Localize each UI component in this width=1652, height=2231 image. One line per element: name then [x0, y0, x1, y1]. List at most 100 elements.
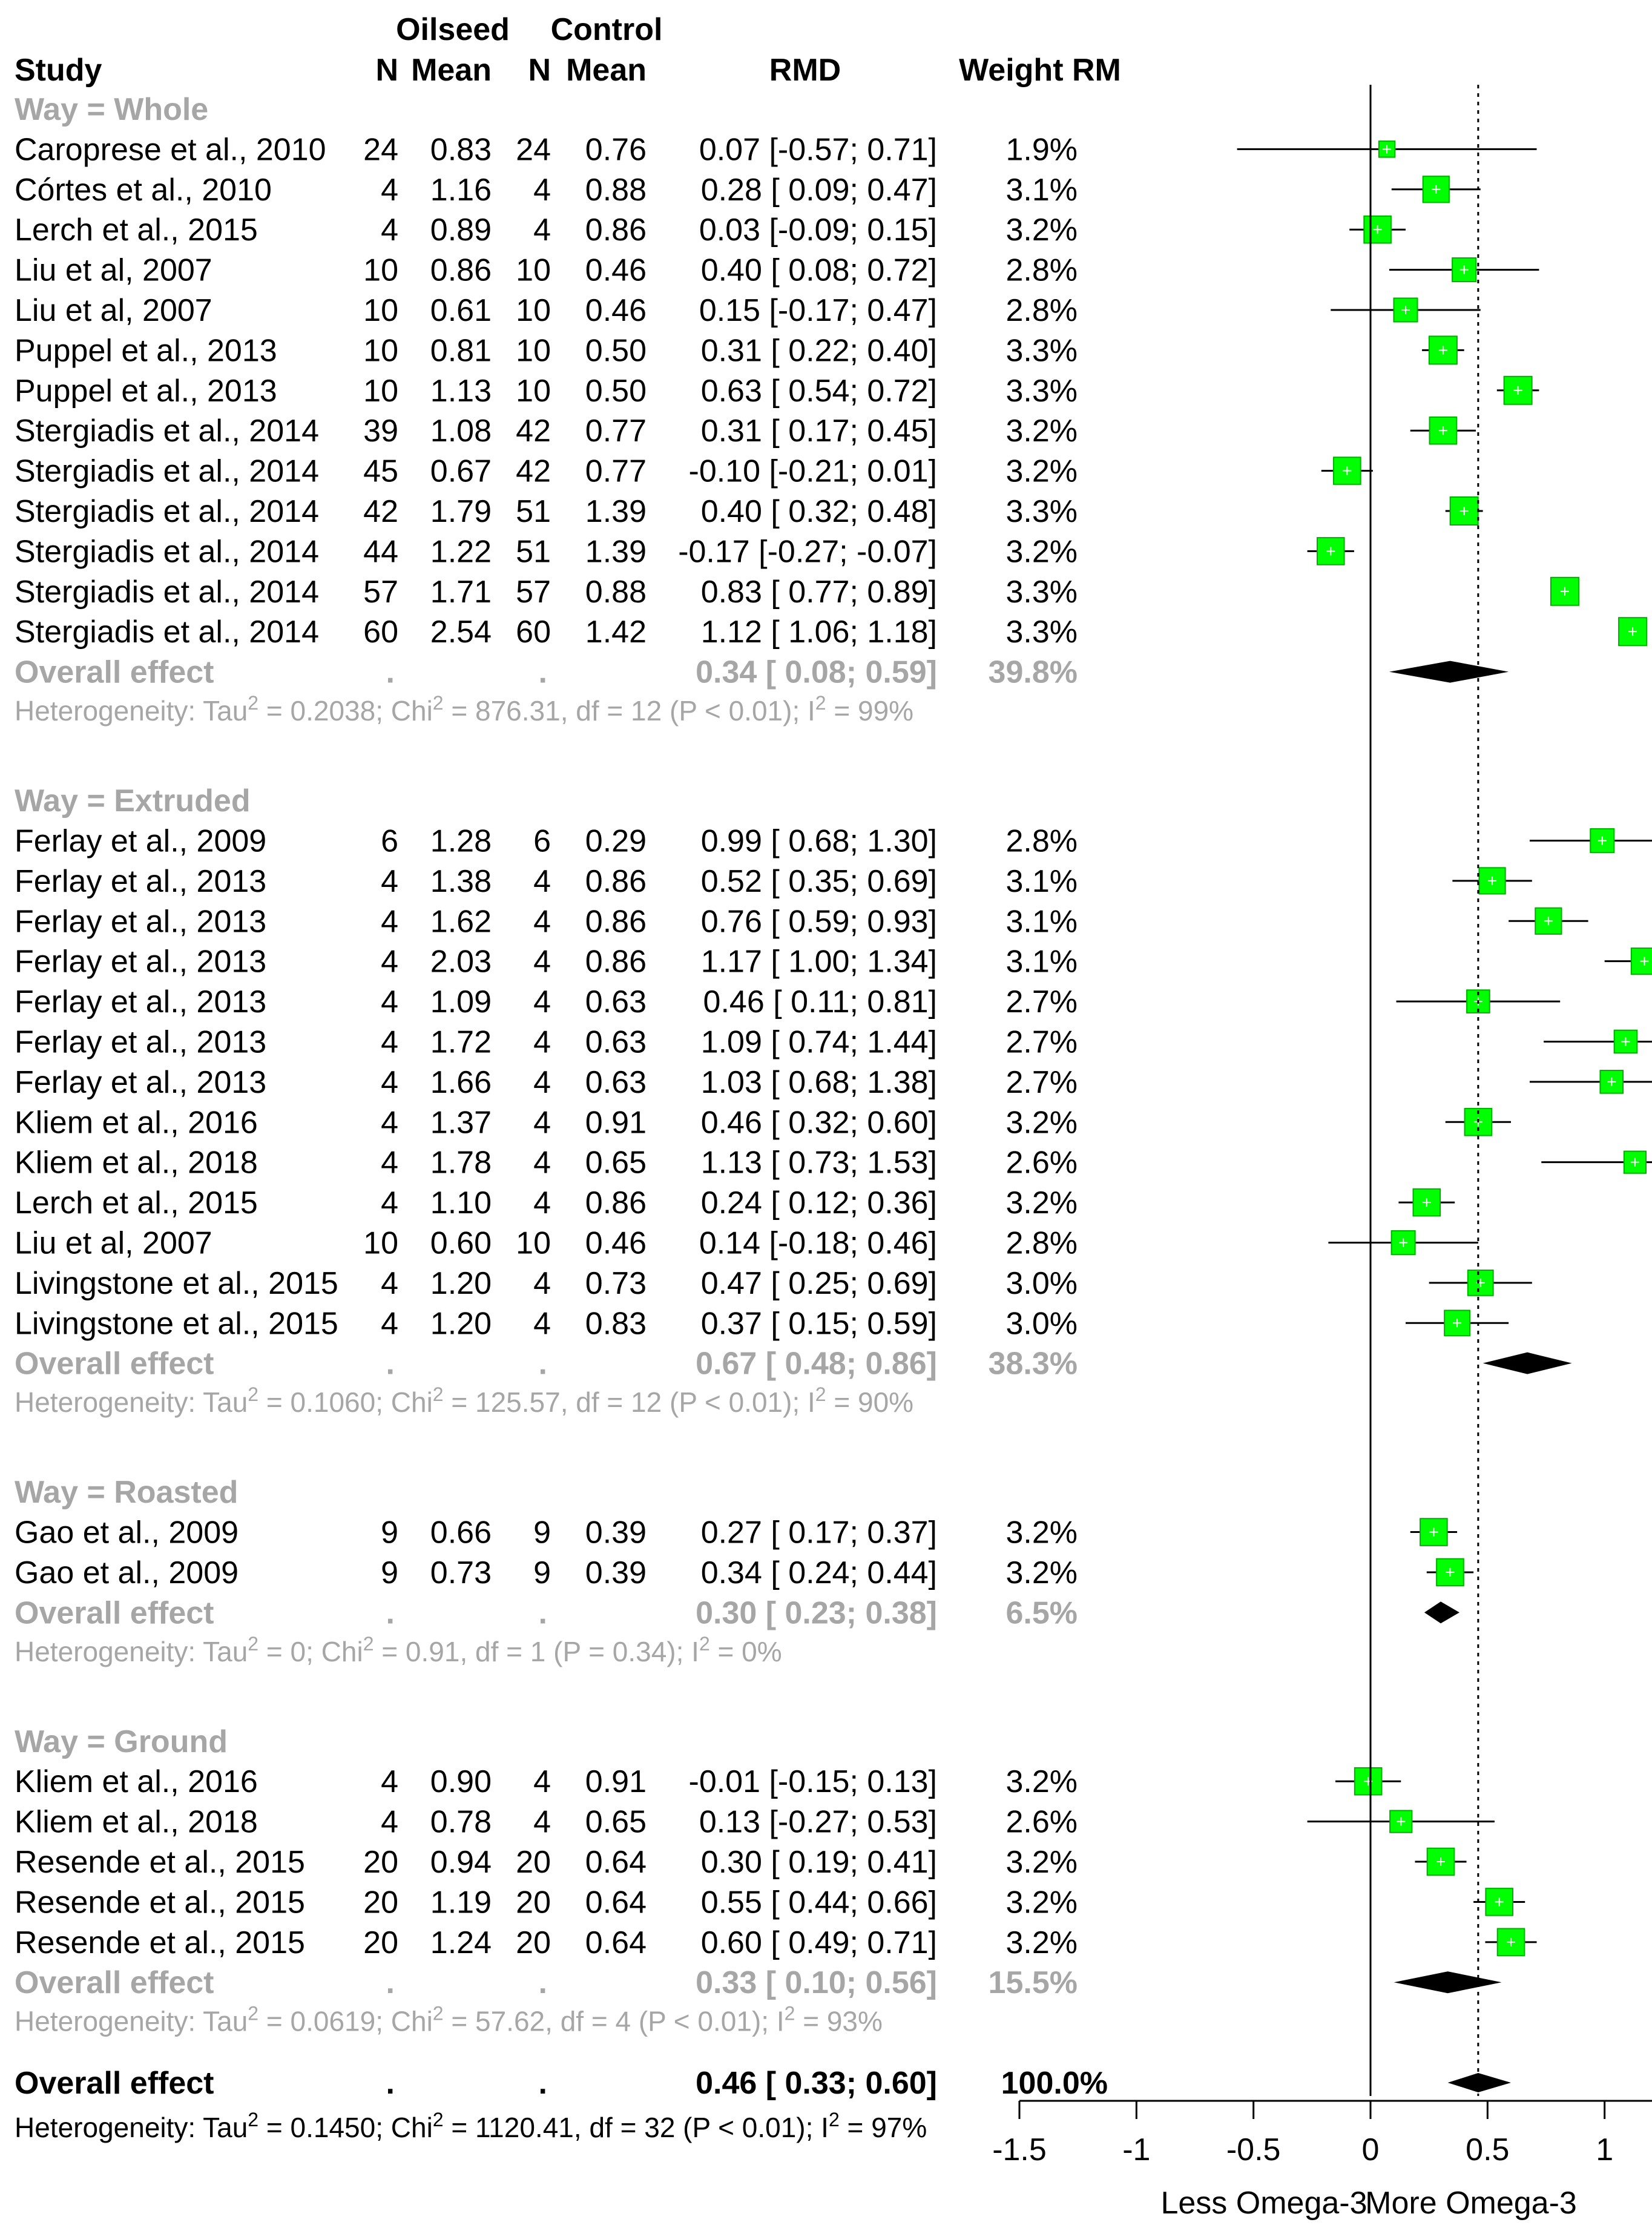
study-effect-ci: 0.46 [ 0.11; 0.81]	[703, 984, 937, 1020]
x-label-less: Less Omega-3	[1160, 2186, 1367, 2221]
study-name: Ferlay et al., 2013	[15, 944, 266, 980]
study-n1: 20	[363, 1845, 398, 1880]
overall-effect-label: Overall effect	[15, 2066, 214, 2101]
het-i2: = 0%	[710, 1636, 782, 1667]
study-n1: 44	[363, 534, 398, 569]
study-mean2: 0.39	[585, 1515, 647, 1550]
het-tau2: = 0.0619; Chi	[258, 2006, 433, 2037]
study-weight: 3.1%	[1005, 904, 1078, 939]
study-name: Ferlay et al., 2013	[15, 984, 266, 1020]
subgroup-diamond	[1394, 1971, 1502, 1994]
subgroup-diamond	[1389, 661, 1509, 683]
study-weight: 2.8%	[1005, 1225, 1078, 1260]
study-n2: 10	[516, 253, 551, 288]
study-n2: 4	[533, 1764, 551, 1799]
study-n1: 4	[381, 1306, 398, 1341]
study-mean2: 0.64	[585, 1885, 647, 1920]
study-n1: 45	[363, 454, 398, 489]
subgroup-label: Way = Ground	[15, 1724, 228, 1759]
het-prefix: Heterogeneity: Tau	[15, 1386, 248, 1418]
study-box	[1623, 1150, 1647, 1174]
overall-weight: 100.0%	[1001, 2066, 1108, 2101]
het-tau2: = 0.1060; Chi	[258, 1386, 433, 1418]
subgroup-overall-label: Overall effect	[15, 1965, 214, 2000]
study-name: Lerch et al., 2015	[15, 1185, 258, 1221]
study-weight: 3.3%	[1005, 374, 1078, 409]
overall-n1: .	[386, 2066, 395, 2101]
study-weight: 3.0%	[1005, 1306, 1078, 1341]
study-n2: 20	[516, 1845, 551, 1880]
het-superscript: 2	[785, 2003, 795, 2025]
subgroup-heterogeneity: Heterogeneity: Tau2 = 0.0619; Chi2 = 57.…	[15, 2003, 883, 2037]
subgroup-overall-weight: 6.5%	[1005, 1595, 1078, 1630]
study-weight: 3.0%	[1005, 1266, 1078, 1301]
study-n1: 4	[381, 864, 398, 899]
subgroup-overall-n2: .	[539, 1346, 547, 1382]
study-mean1: 1.37	[430, 1105, 492, 1140]
study-mean1: 1.10	[430, 1185, 492, 1221]
het-i2: = 90%	[826, 1386, 914, 1418]
subgroup-heterogeneity: Heterogeneity: Tau2 = 0; Chi2 = 0.91, df…	[15, 1633, 782, 1667]
study-mean2: 0.65	[585, 1805, 647, 1840]
study-mean1: 0.94	[430, 1845, 492, 1880]
study-name: Ferlay et al., 2013	[15, 1024, 266, 1059]
study-n2: 4	[533, 1065, 551, 1100]
study-n2: 4	[533, 173, 551, 208]
study-mean2: 0.86	[585, 213, 647, 248]
study-n2: 4	[533, 1145, 551, 1181]
study-n2: 4	[533, 864, 551, 899]
study-mean1: 1.22	[430, 534, 492, 569]
study-n1: 4	[381, 1024, 398, 1059]
study-effect-ci: 0.37 [ 0.15; 0.59]	[701, 1306, 937, 1341]
subgroup-overall-ci: 0.30 [ 0.23; 0.38]	[696, 1595, 937, 1630]
group2-header: Control	[551, 12, 663, 47]
study-effect-ci: 0.46 [ 0.32; 0.60]	[701, 1105, 937, 1140]
x-tick-label: 0.5	[1466, 2132, 1509, 2167]
study-mean2: 0.86	[585, 944, 647, 980]
study-n1: 10	[363, 374, 398, 409]
het-superscript: 2	[248, 1633, 258, 1655]
subgroup-overall-n1: .	[386, 1346, 395, 1382]
het-superscript: 2	[248, 692, 258, 714]
subgroup-overall-weight: 15.5%	[989, 1965, 1078, 2000]
n2-header: N	[528, 53, 551, 88]
study-name: Livingstone et al., 2015	[15, 1306, 338, 1341]
study-mean2: 0.88	[585, 173, 647, 208]
study-n1: 4	[381, 944, 398, 980]
study-n2: 6	[533, 823, 551, 858]
study-name: Livingstone et al., 2015	[15, 1266, 338, 1301]
study-mean1: 1.62	[430, 904, 492, 939]
study-mean2: 1.42	[585, 615, 647, 650]
study-mean2: 0.83	[585, 1306, 647, 1341]
het-tau2: = 0.2038; Chi	[258, 695, 433, 727]
study-mean2: 0.50	[585, 333, 647, 368]
study-effect-ci: 0.30 [ 0.19; 0.41]	[701, 1845, 937, 1880]
study-n2: 9	[533, 1555, 551, 1590]
study-name: Córtes et al., 2010	[15, 173, 272, 208]
overall-heterogeneity: Heterogeneity: Tau2 = 0.1450; Chi2 = 112…	[15, 2109, 927, 2143]
study-name: Liu et al, 2007	[15, 293, 212, 328]
study-mean1: 1.08	[430, 414, 492, 449]
study-weight: 3.2%	[1005, 1885, 1078, 1920]
study-weight: 3.2%	[1005, 454, 1078, 489]
study-mean1: 1.71	[430, 575, 492, 610]
effect-header: RMD	[769, 53, 841, 88]
study-name: Kliem et al., 2018	[15, 1145, 258, 1181]
subgroup-overall-n2: .	[539, 655, 547, 690]
study-name: Resende et al., 2015	[15, 1925, 305, 1960]
study-mean1: 0.60	[430, 1225, 492, 1260]
study-name: Kliem et al., 2016	[15, 1105, 258, 1140]
study-mean2: 0.65	[585, 1145, 647, 1181]
study-effect-ci: 0.52 [ 0.35; 0.69]	[701, 864, 937, 899]
het-tau2: = 0; Chi	[258, 1636, 363, 1667]
study-n2: 57	[516, 575, 551, 610]
het-chi2: = 57.62, df = 4 (P < 0.01); I	[444, 2006, 785, 2037]
study-mean2: 0.86	[585, 904, 647, 939]
study-mean2: 0.63	[585, 1065, 647, 1100]
study-mean2: 0.88	[585, 575, 647, 610]
subgroup-overall-label: Overall effect	[15, 1595, 214, 1630]
study-mean1: 0.90	[430, 1764, 492, 1799]
x-tick-label: 1	[1596, 2132, 1613, 2167]
study-name: Stergiadis et al., 2014	[15, 494, 319, 529]
het-superscript: 2	[815, 1383, 826, 1405]
